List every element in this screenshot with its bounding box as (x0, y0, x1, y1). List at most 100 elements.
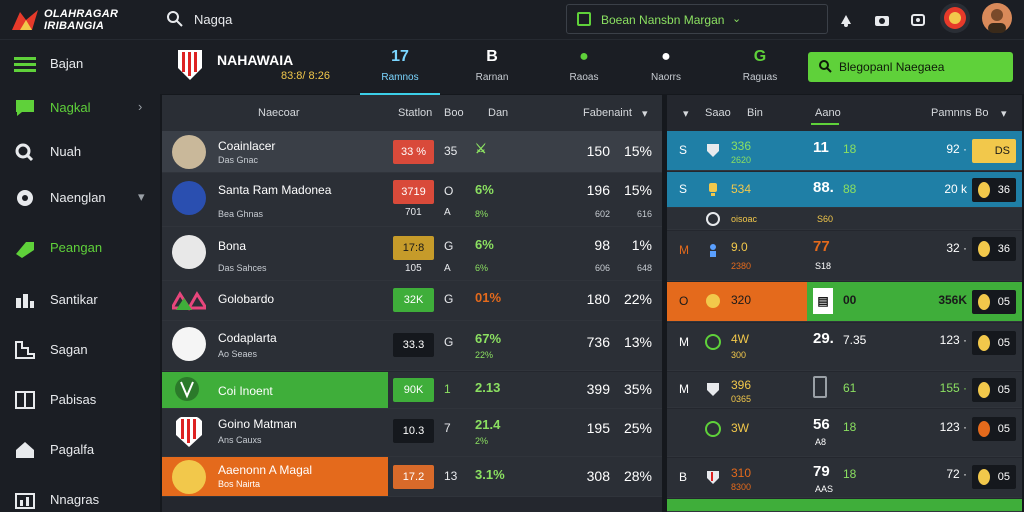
col-header-a[interactable]: Saao (705, 107, 731, 119)
club-logo-icon (175, 377, 199, 401)
tab-naorrs[interactable]: ● Naorrs (626, 46, 706, 90)
chip-value: 36 (997, 184, 1010, 196)
tab-ramnos[interactable]: 17 Ramnos (360, 46, 440, 96)
row-sub: Bos Nairta (218, 479, 261, 489)
row-val: 2.13 (475, 380, 501, 395)
row-col-d: 18 (843, 467, 857, 481)
col-header-b[interactable]: Bin (747, 107, 763, 119)
sidebar-item-pagalfa[interactable]: Pagalfa (0, 430, 160, 470)
table-row[interactable]: Coainlacer Das Gnac 33 % 35 ⚔ 150 15% (162, 131, 662, 173)
sidebar-item-nnagras[interactable]: Nnagras (0, 480, 160, 512)
chip-dot-icon (978, 294, 990, 310)
col-header-d[interactable]: Fabenaint (583, 107, 632, 119)
table-row-partial[interactable] (667, 499, 1022, 512)
row-val-sub: 6% (475, 263, 489, 273)
sidebar-item-bajan[interactable]: Bajan (0, 44, 160, 84)
tab-label: Naorrs (650, 72, 681, 83)
table-row[interactable]: B 310 8300 79 AAS 18 72 · 05 (667, 458, 1022, 498)
table-row[interactable]: Santa Ram Madonea Bea Ghnas 3719 701 O A… (162, 173, 662, 227)
table-row[interactable]: Aaenonn A Magal Bos Nairta 17.2 13 3.1% … (162, 457, 662, 497)
row-chip[interactable]: 05 (972, 290, 1016, 314)
sidebar-item-peangan[interactable]: Peangan (0, 228, 160, 268)
grid-icon (15, 391, 35, 409)
row-val: 01% (475, 290, 502, 305)
row-chip[interactable]: 36 (972, 237, 1016, 261)
row-pct: 1% (631, 237, 652, 253)
col-header-a[interactable]: Statlon (398, 107, 433, 119)
sort-icon[interactable]: ▾ (1001, 108, 1007, 120)
row-col-a: O (679, 294, 689, 308)
table-row[interactable]: 3W 56 A8 18 123 · 05 (667, 409, 1022, 457)
sidebar-item-nagkal[interactable]: Nagkal › (0, 88, 160, 128)
row-col-b-sub: A (444, 263, 451, 274)
tab-raoas[interactable]: ● Raoas (544, 46, 624, 90)
battery-icon (813, 376, 827, 398)
table-row[interactable]: Bona Das Sahces 17:8 105 G A 6% 6% 98 1%… (162, 227, 662, 281)
table-row[interactable]: Goino Matman Ans Cauxs 10.3 7 21.4 2% 19… (162, 409, 662, 457)
cta-button[interactable]: Blegopanl Naegaea (808, 52, 1013, 82)
video-icon[interactable] (906, 8, 930, 32)
sidebar-item-pabisas[interactable]: Pabisas (0, 380, 160, 420)
table-header: Naecoar Statlon Boo Dan Fabenaint ▾ (162, 95, 662, 131)
table-row[interactable]: M 9.0 2380 77 S18 32 · 36 (667, 231, 1022, 281)
table-row[interactable]: S 336 2620 11 18 92 · DS (667, 131, 1022, 171)
col-header-d[interactable]: Pamnns (931, 107, 972, 119)
row-name: Coainlacer (218, 139, 276, 153)
sidebar-item-sagan[interactable]: Sagan (0, 330, 160, 370)
club-crest-icon (176, 417, 202, 447)
sidebar-item-nuah[interactable]: Nuah (0, 132, 160, 172)
row-sub: Ans Cauxs (218, 435, 262, 445)
row-col-c: 88. (813, 179, 834, 196)
sort-icon[interactable]: ▾ (683, 108, 689, 120)
club-badge-icon[interactable] (940, 3, 970, 33)
camera-icon[interactable] (870, 8, 894, 32)
sidebar-item-santikar[interactable]: Santikar (0, 280, 160, 320)
bar-icon (15, 493, 35, 509)
table-subrow: oisoac S60 (667, 208, 1022, 230)
table-row-selected[interactable]: O 320 ▤ 00 356K 05 (667, 282, 1022, 322)
sidebar-item-naenglan[interactable]: Naenglan ▾ (0, 178, 160, 218)
search-bar[interactable]: Nagqa (162, 8, 542, 32)
row-pct: 25% (623, 420, 652, 436)
table-row[interactable]: Golobardo 32K G 01% 180 22% (162, 281, 662, 321)
search-input[interactable]: Nagqa (194, 12, 233, 27)
sidebar-item-label: Pagalfa (50, 442, 95, 457)
row-col-b-sub: A (444, 207, 451, 218)
col-header-name[interactable]: Naecoar (258, 107, 300, 119)
table-row[interactable]: Codaplarta Ao Seaes 33.3 G 67% 22% 736 1… (162, 321, 662, 371)
competition-select-label: Boean Nansbn Margan (601, 13, 725, 27)
row-col-c-sub: A8 (815, 437, 827, 447)
tab-rarnan[interactable]: B Rarnan (452, 46, 532, 90)
row-chip[interactable]: 05 (972, 417, 1016, 441)
table-row-selected[interactable]: Coi Inoent 90K 1 2.13 399 35% (162, 372, 662, 409)
user-avatar[interactable] (982, 3, 1012, 33)
ball-icon: ● (579, 48, 589, 65)
row-chip[interactable]: 05 (972, 378, 1016, 402)
row-col-d: 61 (843, 381, 857, 395)
stairs-icon (15, 341, 35, 359)
row-chip[interactable]: DS (972, 139, 1016, 163)
col-header-e[interactable]: Bo (975, 107, 989, 119)
row-col-a: M (679, 382, 689, 396)
row-pct: 15% (623, 182, 652, 198)
col-header-b[interactable]: Boo (444, 107, 464, 119)
sort-icon[interactable]: ▾ (642, 108, 648, 120)
row-chip[interactable]: 36 (972, 178, 1016, 202)
tab-label: Raguas (742, 72, 778, 83)
chip-dot-icon (978, 182, 990, 198)
col-header-c[interactable]: Dan (488, 107, 509, 119)
club-logo-icon (172, 291, 206, 311)
table-row[interactable]: M 396 0365 61 155 · 05 (667, 372, 1022, 408)
table-row[interactable]: S 534 88. 88 20 k 36 (667, 172, 1022, 208)
table-row[interactable]: M 4W 300 29. 7.35 123 · 05 (667, 323, 1022, 371)
tab-raguas[interactable]: G Raguas (720, 46, 800, 90)
row-badge: 3719 (393, 180, 434, 204)
row-chip[interactable]: 05 (972, 331, 1016, 355)
row-col-d: 00 (843, 293, 857, 307)
brand-logo[interactable]: OLAHRAGAR IRIBANGIA (12, 6, 152, 34)
row-chip[interactable]: 05 (972, 465, 1016, 489)
col-header-c[interactable]: Aano (815, 107, 841, 119)
team-name: NAHAWAIA (217, 52, 294, 68)
notification-icon[interactable] (834, 8, 858, 32)
competition-select[interactable]: Boean Nansbn Margan ⌄ (566, 4, 828, 34)
